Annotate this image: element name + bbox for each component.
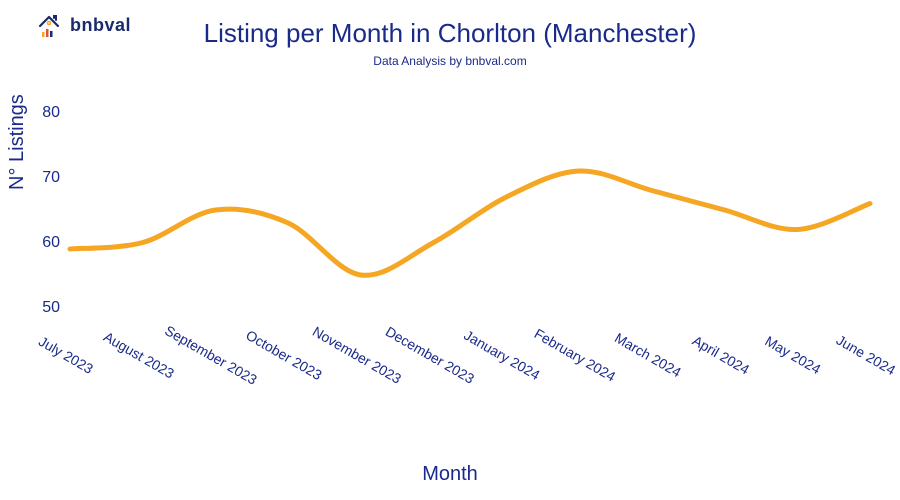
plot-area: 50607080July 2023August 2023September 20… (70, 80, 870, 340)
x-axis-label: Month (0, 463, 900, 486)
y-tick: 50 (30, 299, 60, 317)
chart-subtitle: Data Analysis by bnbval.com (0, 54, 900, 68)
y-tick: 60 (30, 234, 60, 252)
y-tick: 70 (30, 169, 60, 187)
chart-container: bnbval Listing per Month in Chorlton (Ma… (0, 0, 900, 500)
y-tick: 80 (30, 104, 60, 122)
data-line (70, 171, 870, 275)
chart-title: Listing per Month in Chorlton (Mancheste… (0, 18, 900, 49)
line-chart-svg (70, 80, 870, 340)
y-axis-label: N° Listings (6, 94, 29, 190)
